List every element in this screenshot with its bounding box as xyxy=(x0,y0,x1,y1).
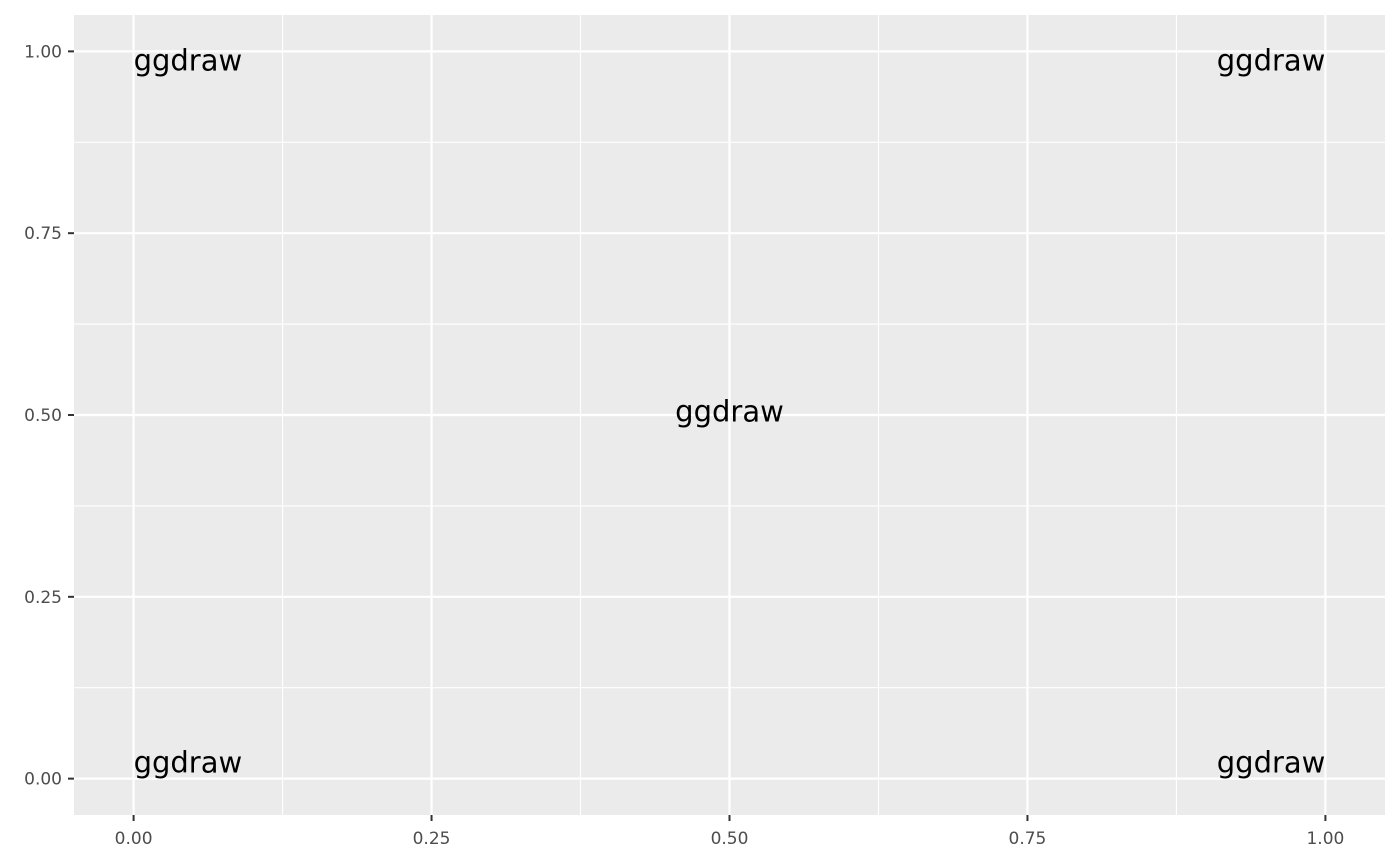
x-tick-label: 0.25 xyxy=(413,829,451,849)
major-gridlines xyxy=(74,15,1385,815)
annotation-label: ggdraw xyxy=(675,395,784,429)
x-tick-label: 1.00 xyxy=(1306,829,1344,849)
annotation-label: ggdraw xyxy=(134,43,243,77)
y-tick-label: 0.50 xyxy=(24,406,62,426)
x-tick-label: 0.75 xyxy=(1009,829,1047,849)
annotation-label: ggdraw xyxy=(1217,43,1326,77)
y-tick-label: 0.25 xyxy=(24,588,62,608)
axes: 0.00 0.25 0.50 0.75 1.00 0.00 0.25 0.50 0.75 1.00 xyxy=(24,42,1344,849)
x-tick-label: 0.50 xyxy=(711,829,749,849)
x-tick-label: 0.00 xyxy=(115,829,153,849)
annotations: ggdraw ggdraw ggdraw ggdraw ggdraw xyxy=(134,43,1326,779)
annotation-label: ggdraw xyxy=(134,746,243,780)
y-tick-label: 0.00 xyxy=(24,770,62,790)
annotation-label: ggdraw xyxy=(1217,746,1326,780)
y-tick-label: 1.00 xyxy=(24,42,62,62)
y-tick-label: 0.75 xyxy=(24,224,62,244)
